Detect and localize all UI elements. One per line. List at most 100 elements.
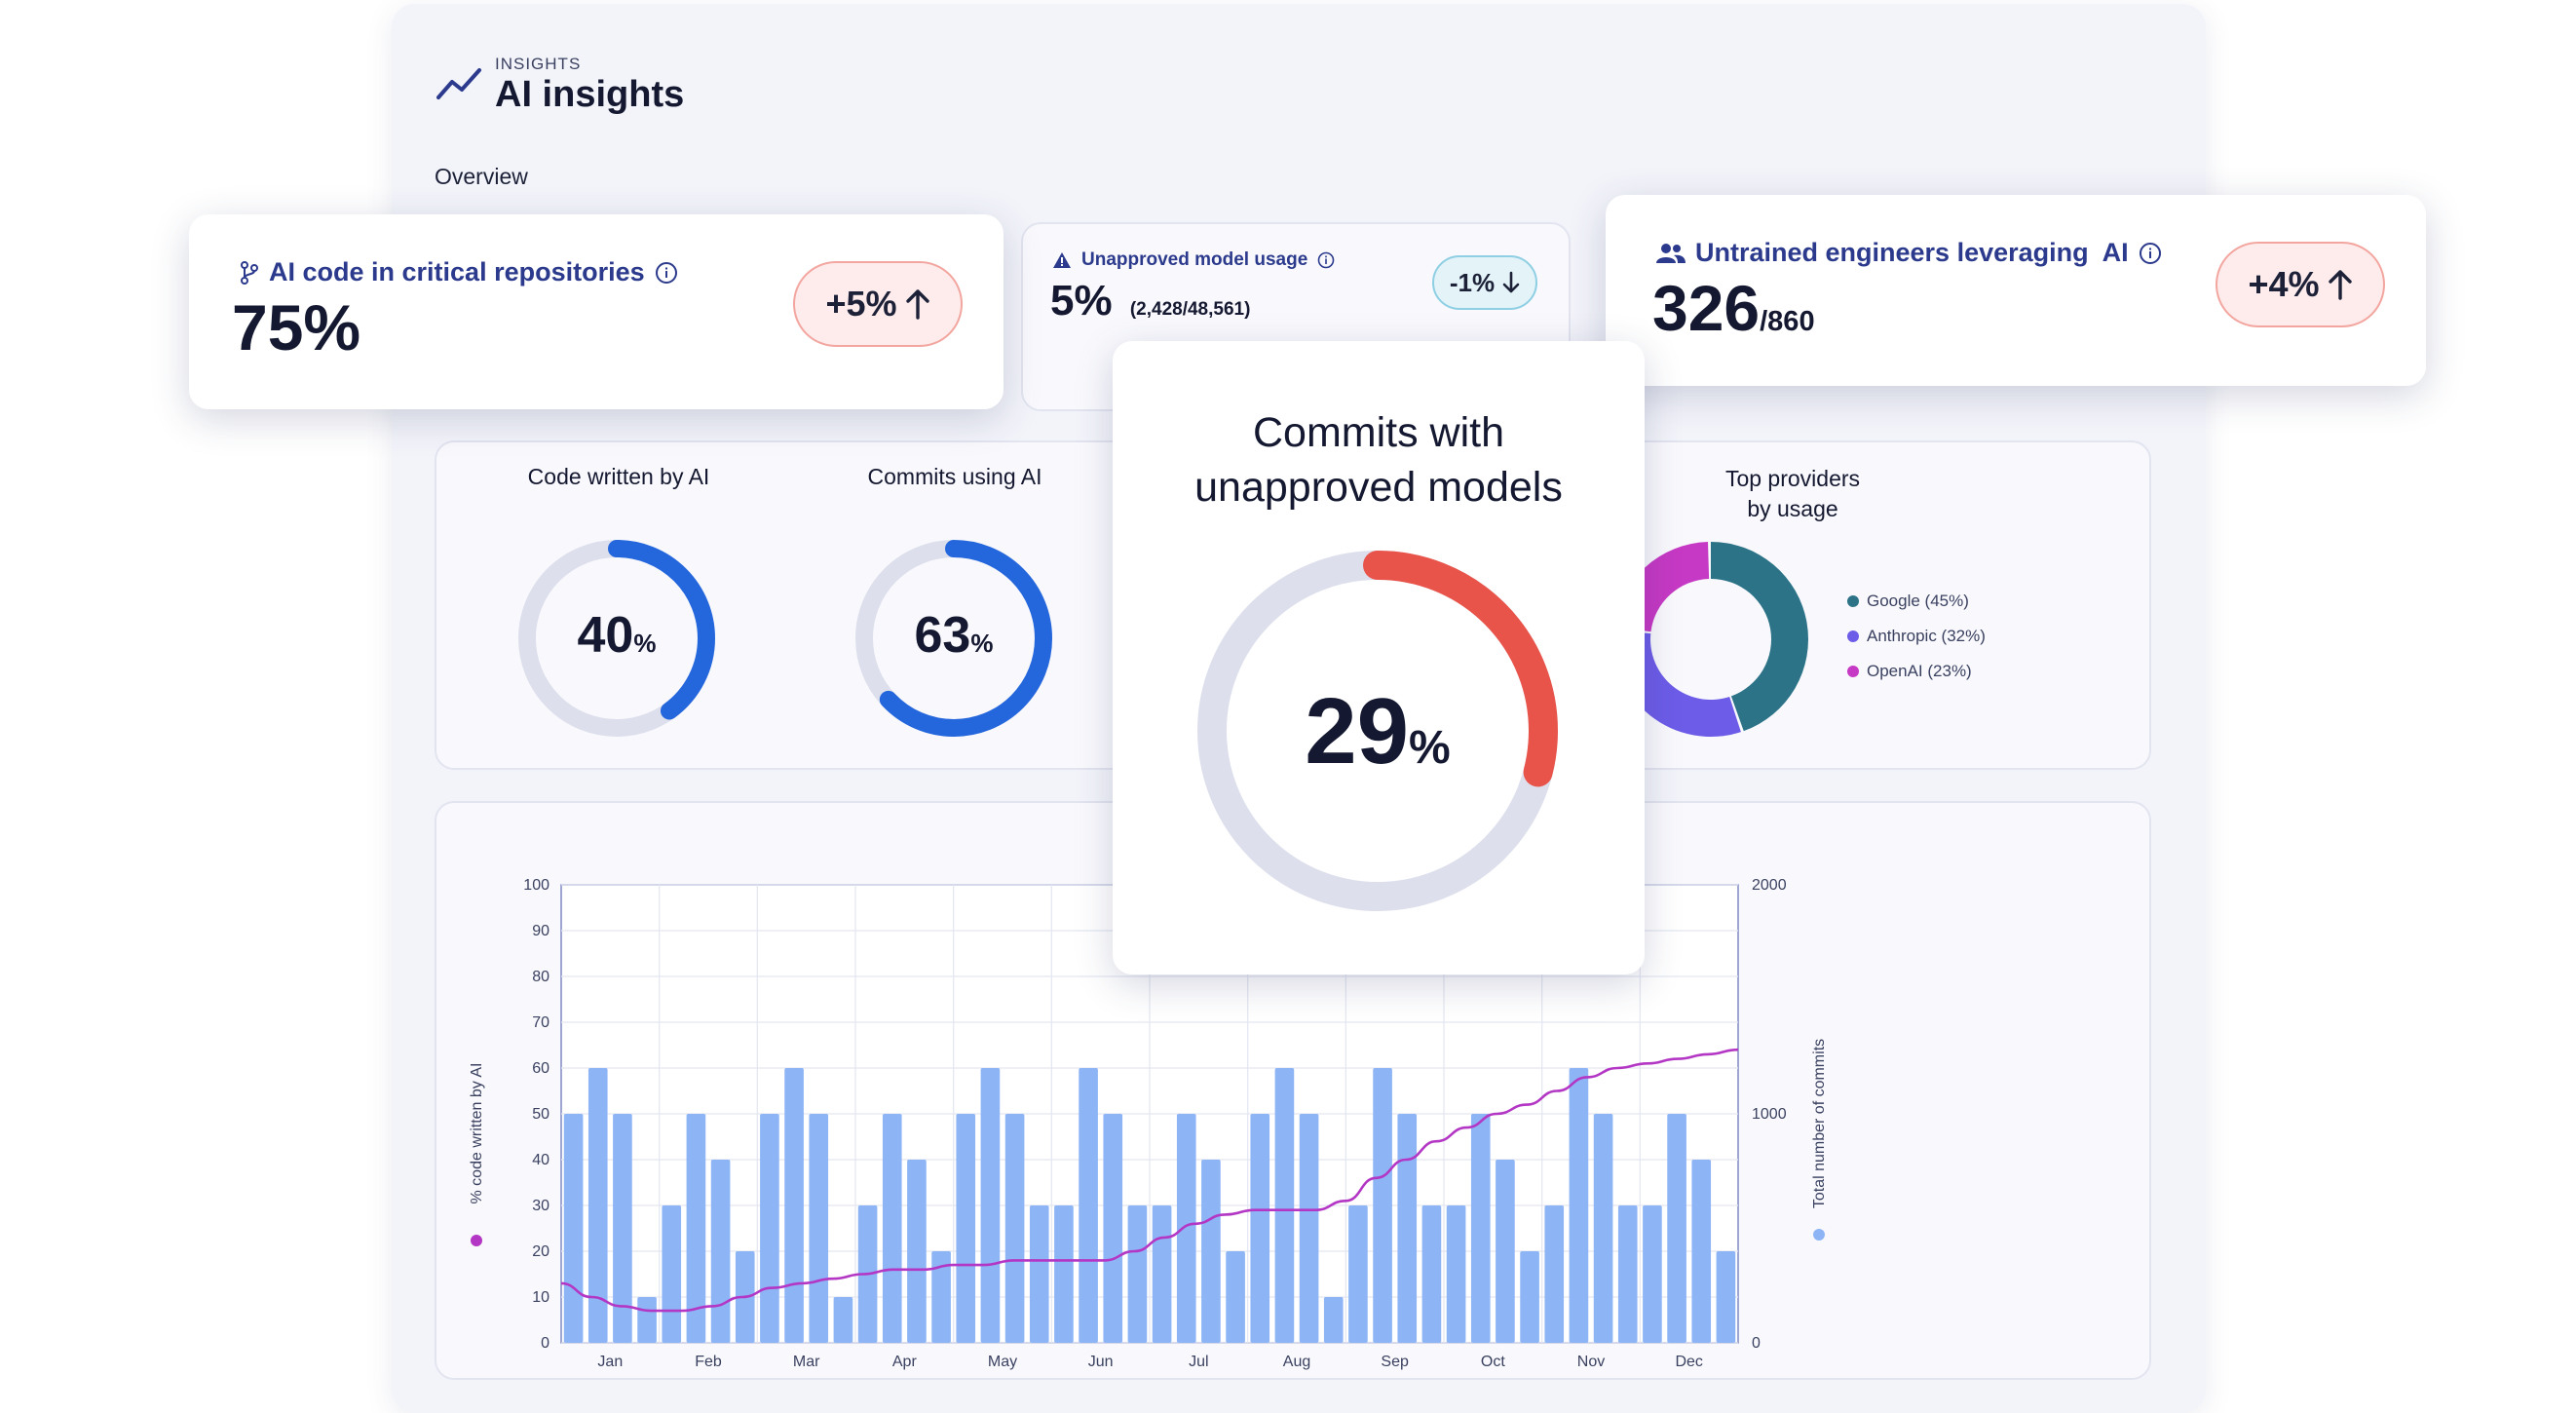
kpi-value-untrained-engineers: 326/860 <box>1652 272 1815 344</box>
bar-commits <box>809 1114 829 1343</box>
y-axis-title: % code written by AI <box>469 1063 485 1204</box>
y-tick-label: 30 <box>532 1198 549 1214</box>
y-tick-label: 10 <box>532 1289 549 1306</box>
bar-commits <box>1201 1160 1221 1343</box>
x-tick-label: May <box>988 1354 1017 1370</box>
info-icon[interactable] <box>2139 242 2162 265</box>
bar-commits <box>1152 1205 1172 1343</box>
bar-commits <box>1667 1114 1686 1343</box>
warning-icon <box>1053 252 1071 268</box>
bar-commits <box>784 1068 804 1343</box>
donut-commits-unapproved <box>1197 551 1558 911</box>
y-tick-label: 100 <box>523 877 549 894</box>
y2-tick-label: 0 <box>1752 1335 1761 1352</box>
donut-title-commits-unapproved: Commits with unapproved models <box>1194 409 1563 511</box>
y-tick-label: 50 <box>532 1106 549 1123</box>
delta-badge-critical-repos: +5% <box>793 261 963 347</box>
y-tick-label: 80 <box>532 969 549 985</box>
bar-commits <box>1323 1297 1344 1343</box>
legend-dot-line <box>471 1235 482 1246</box>
donut-arc-commits-unapproved <box>1197 551 1558 911</box>
bar-commits <box>931 1251 951 1343</box>
arrow-up-icon <box>905 289 929 320</box>
kpi-label-unapproved-usage: Unapproved model usage <box>1052 249 1335 271</box>
y-tick-label: 0 <box>541 1335 549 1352</box>
bar-commits <box>1274 1068 1295 1343</box>
kpi-label-critical-repos: AI code in critical repositories <box>240 257 678 287</box>
arrow-down-icon <box>1502 271 1520 293</box>
arrow-up-icon <box>2328 270 2352 300</box>
bar-commits <box>1593 1114 1613 1343</box>
bar-commits <box>662 1205 682 1343</box>
providers-legend: Google (45%) Anthropic (32%) OpenAI (23%… <box>1847 592 1986 681</box>
bar-commits <box>907 1160 927 1343</box>
providers-slice-1 <box>1613 630 1741 737</box>
bar-commits <box>882 1114 902 1343</box>
bar-commits <box>1299 1114 1319 1343</box>
delta-badge-unapproved-usage: -1% <box>1432 255 1537 310</box>
legend-item-anthropic: Anthropic (32%) <box>1847 627 1986 646</box>
donut-arc-commits-ai <box>855 540 1052 737</box>
y-tick-label: 70 <box>532 1014 549 1031</box>
kpi-sub-untrained-engineers: /860 <box>1760 306 1815 337</box>
section-title-overview: Overview <box>435 164 528 189</box>
donut-value-code-written: 40% <box>577 607 657 664</box>
bar-commits <box>1176 1114 1196 1343</box>
bar-commits <box>1373 1068 1392 1343</box>
y2-axis-title: Total number of commits <box>1811 1039 1828 1208</box>
bar-commits <box>980 1068 1001 1343</box>
x-tick-label: Oct <box>1481 1354 1505 1370</box>
bar-commits <box>1643 1205 1662 1343</box>
legend-item-openai: OpenAI (23%) <box>1847 662 1986 681</box>
bar-commits <box>1250 1114 1270 1343</box>
x-tick-label: Aug <box>1283 1354 1310 1370</box>
bar-commits <box>1127 1205 1148 1343</box>
bar-commits <box>760 1114 779 1343</box>
line-code-written <box>560 1048 1739 1313</box>
x-tick-label: Jun <box>1088 1354 1114 1370</box>
x-tick-label: Nov <box>1577 1354 1605 1370</box>
bar-commits <box>1103 1114 1123 1343</box>
x-tick-label: Feb <box>695 1354 722 1370</box>
bar-commits <box>1544 1205 1565 1343</box>
donut-commits-ai <box>855 540 1052 737</box>
bar-commits <box>1054 1205 1074 1343</box>
kpi-value-unapproved-usage: 5% (2,428/48,561) <box>1050 277 1251 325</box>
bar-commits <box>1004 1114 1025 1343</box>
y2-tick-label: 1000 <box>1752 1106 1787 1123</box>
bar-commits <box>710 1160 731 1343</box>
donut-title-code-written: Code written by AI <box>527 464 710 489</box>
trend-line-icon <box>436 68 481 99</box>
bar-commits <box>1348 1205 1368 1343</box>
x-tick-label: Apr <box>892 1354 918 1370</box>
bar-commits <box>1397 1114 1418 1343</box>
kpi-card-commits-unapproved[interactable] <box>1113 341 1645 974</box>
donut-code-written <box>518 540 715 737</box>
page-eyebrow: INSIGHTS <box>495 55 582 73</box>
bar-commits <box>1029 1205 1049 1343</box>
donut-value-commits-unapproved: 29% <box>1305 679 1451 783</box>
info-icon[interactable] <box>655 261 678 285</box>
bar-commits <box>1496 1160 1515 1343</box>
bar-commits <box>1226 1251 1245 1343</box>
users-icon <box>1656 243 1686 263</box>
y-tick-label: 60 <box>532 1060 549 1077</box>
bar-commits <box>1617 1205 1638 1343</box>
bar-commits <box>613 1114 632 1343</box>
kpi-sub-unapproved-usage: (2,428/48,561) <box>1129 299 1251 320</box>
x-tick-label: Sep <box>1381 1354 1409 1370</box>
bar-commits <box>833 1297 853 1343</box>
bar-commits <box>1520 1251 1539 1343</box>
y2-tick-label: 2000 <box>1752 877 1787 894</box>
x-tick-label: Jan <box>597 1354 623 1370</box>
git-branch-icon <box>241 260 258 285</box>
bar-commits <box>1716 1251 1736 1343</box>
donut-title-commits-ai: Commits using AI <box>867 464 1042 489</box>
bar-commits <box>637 1297 657 1343</box>
bar-commits <box>1470 1114 1491 1343</box>
x-tick-label: Jul <box>1189 1354 1208 1370</box>
providers-title: Top providers by usage <box>1724 466 1861 521</box>
kpi-value-critical-repos: 75% <box>232 291 361 363</box>
info-icon[interactable] <box>1317 251 1335 269</box>
x-tick-label: Mar <box>793 1354 820 1370</box>
